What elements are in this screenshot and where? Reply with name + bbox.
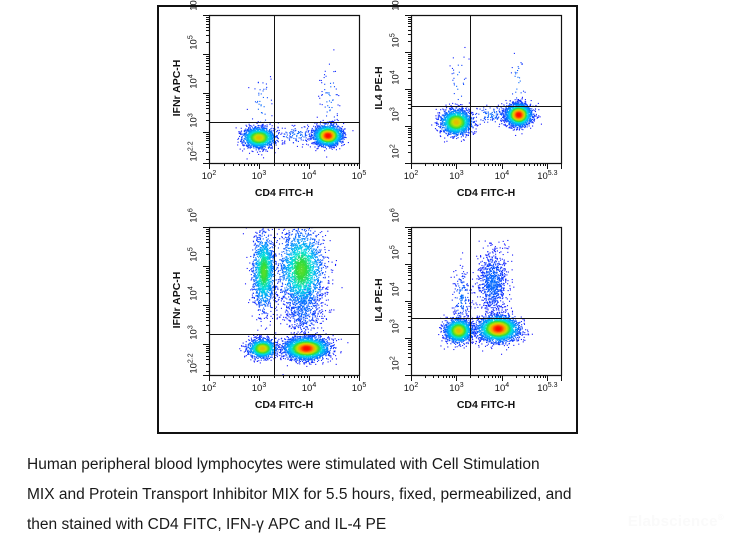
y-tick-label: 106 [187,208,200,223]
x-tick-label: 104 [494,381,510,394]
caption-line-2: MIX and Protein Transport Inhibitor MIX … [27,486,572,503]
y-tick-label: 105 [389,245,402,260]
y-tick-label: 106 [187,0,200,11]
y-tick-label: 105 [187,35,200,50]
y-axis-title: IL4 PE-H [373,66,385,110]
x-tick-label: 105.3 [537,169,558,182]
x-tick-label: 102 [403,169,419,182]
y-tick-label: 102.2 [187,141,200,162]
watermark-text: Elabscience [627,513,718,530]
x-tick-label: 103 [251,169,267,182]
x-axis-title: CD4 FITC-H [456,399,516,411]
x-tick-label: 105.3 [537,381,558,394]
figure-caption: Human peripheral blood lymphocytes were … [27,450,707,540]
y-tick-label: 106 [389,0,402,11]
y-tick-label: 103 [389,107,402,122]
x-axis-title: CD4 FITC-H [456,187,516,199]
x-tick-label: 105 [351,169,367,182]
y-tick-label: 103 [389,319,402,334]
x-axis-title: CD4 FITC-H [254,399,314,411]
scatter-canvas [369,219,573,415]
caption-line-3: then stained with CD4 FITC, IFN-γ APC an… [27,516,387,533]
scatter-canvas [167,7,371,203]
x-tick-label: 104 [301,381,317,394]
y-tick-label: 102.2 [187,353,200,374]
x-tick-label: 102 [201,381,217,394]
y-tick-label: 102 [389,356,402,371]
x-tick-label: 104 [494,169,510,182]
y-tick-label: 104 [389,282,402,297]
x-tick-label: 104 [301,169,317,182]
plot-stimulated-il4: 102 103 104 105.3 102 103 104 105 106 CD4 FITC-H I… [369,208,573,415]
x-tick-label: 103 [251,381,267,394]
y-axis-title: IFNr APC-H [171,271,183,329]
y-tick-label: 104 [187,286,200,301]
x-tick-label: 102 [201,169,217,182]
x-tick-label: 103 [449,169,464,182]
y-tick-label: 104 [389,70,402,85]
y-tick-label: 106 [389,208,402,223]
y-axis-title: IL4 PE-H [373,278,385,322]
scatter-canvas [369,7,573,203]
x-tick-label: 105 [351,381,367,394]
y-tick-label: 105 [389,33,402,48]
plot-stimulated-ifng: 102 103 104 105 102.2 103 104 105 106 CD4 FITC-H I… [167,208,371,415]
y-tick-label: 105 [187,247,200,262]
scatter-canvas [167,219,371,415]
figure-panel: control group stimulated group 102103104… [157,0,578,434]
caption-line-1: Human peripheral blood lymphocytes were … [27,456,540,473]
y-tick-label: 103 [187,325,200,340]
elabscience-watermark: Elabscience® [628,513,724,530]
plot-control-ifng: 102 103 104 105 102.2 103 104 105 106 CD4 FITC-H I… [167,0,371,203]
x-axis-title: CD4 FITC-H [254,187,314,199]
x-tick-label: 102 [403,381,419,394]
x-tick-label: 103 [449,381,464,394]
y-tick-label: 102 [389,144,402,159]
plot-control-il4: 102 103 104 105.3 102 103 104 105 106 CD4 FITC-H I… [369,0,573,203]
y-tick-label: 104 [187,74,200,89]
y-axis-title: IFNr APC-H [171,59,183,117]
y-tick-label: 103 [187,113,200,128]
watermark-registered-mark: ® [717,513,724,522]
